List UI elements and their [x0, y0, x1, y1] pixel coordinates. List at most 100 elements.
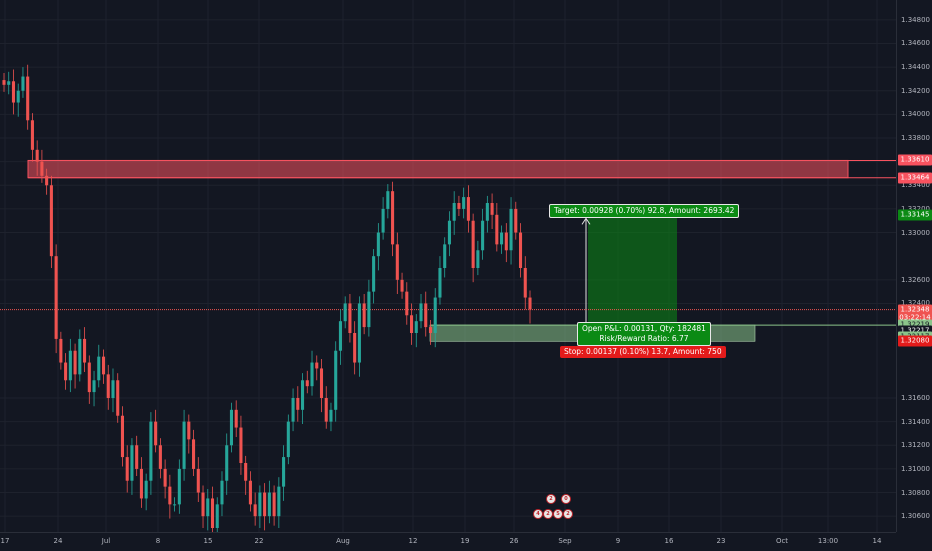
candle-body [125, 457, 129, 481]
candle-body [338, 321, 342, 351]
candle-body [263, 492, 267, 517]
candle-body [244, 463, 248, 481]
candle-body [353, 333, 357, 363]
price-tick-label: 1.30600 [901, 512, 930, 521]
candle-body [433, 297, 437, 333]
risk-reward-text: Risk/Reward Ratio: 6.77 [599, 334, 689, 343]
event-marker[interactable]: 2 [563, 509, 573, 519]
price-label-countdown: 03:22:14 [898, 312, 932, 324]
target-label[interactable]: Target: 0.00928 (0.70%) 92.8, Amount: 26… [549, 204, 740, 218]
price-tick-label: 1.33200 [901, 204, 930, 213]
candle-body [376, 232, 380, 257]
candle-body [87, 362, 91, 393]
price-label-zone: 1.33610 [898, 154, 932, 166]
candle-body [386, 191, 390, 209]
price-label-entry: 1.32219 [898, 319, 932, 331]
price-tick-label: 1.32400 [901, 299, 930, 307]
candle-body [405, 291, 409, 316]
time-tick-label: 17 [0, 537, 10, 545]
candle-body [97, 356, 101, 381]
candle-body [120, 415, 125, 458]
time-tick-label: 12 [408, 537, 418, 545]
candle-body [490, 203, 494, 215]
candle-body [59, 338, 63, 363]
candle-body [428, 327, 433, 333]
time-tick-label: 22 [254, 537, 264, 545]
candle-body [485, 203, 489, 221]
time-axis[interactable]: 17 24 Jul 8 15 22 Aug 12 19 26 Sep 9 16 23 Oct 13:00 14 [0, 532, 896, 551]
candle-body [49, 185, 53, 257]
candle-body [272, 492, 276, 517]
price-tick-label: 1.33400 [901, 181, 930, 190]
candle-body [130, 445, 134, 481]
candle-body [504, 232, 508, 251]
candle-body [523, 268, 527, 298]
price-tick-label: 1.34200 [901, 86, 930, 95]
candle-body [357, 303, 361, 363]
price-tick-label: 1.34400 [901, 63, 930, 72]
candle-body [400, 279, 404, 292]
price-tick-label: 1.33000 [901, 228, 930, 237]
time-tick-label: 19 [460, 537, 470, 545]
price-tick-label: 1.32600 [901, 275, 930, 284]
candle-body [282, 457, 286, 487]
event-marker[interactable]: 4 [533, 509, 543, 519]
candle-body [291, 398, 295, 422]
candle-body [381, 208, 385, 233]
candle-body [45, 175, 49, 186]
candle-body [367, 291, 371, 328]
candle-body [391, 191, 395, 245]
open-pl-text: Open P&L: 0.00131, Qty: 182481 [582, 324, 706, 333]
candle-body [182, 421, 186, 469]
candle-body [471, 220, 475, 268]
candle-body [177, 468, 181, 505]
price-tick-label: 1.31600 [901, 394, 930, 402]
candle-body [187, 421, 191, 440]
position-info-label[interactable]: Open P&L: 0.00131, Qty: 182481 Risk/Rewa… [577, 322, 711, 346]
event-marker[interactable]: 2 [543, 509, 553, 519]
price-label-zone: 1.33464 [898, 172, 932, 184]
event-marker[interactable]: 2 [546, 494, 556, 504]
candle-body [518, 232, 523, 268]
candle-body [192, 439, 196, 469]
candle-body [92, 380, 96, 393]
candle-body [234, 409, 238, 428]
price-axis[interactable]: 1.34800 1.34600 1.34400 1.34200 1.34000 1.338… [896, 0, 932, 532]
candle-body [158, 445, 162, 469]
candle-body [419, 303, 423, 322]
candle-body [154, 421, 158, 446]
candle-body [409, 315, 414, 333]
price-label-stop: 1.32080 [898, 335, 932, 347]
candle-body [116, 380, 120, 416]
event-marker[interactable]: 0 [561, 494, 571, 504]
time-tick-label: Aug [336, 537, 350, 545]
price-chart[interactable] [0, 0, 896, 532]
event-marker[interactable]: 5 [553, 509, 563, 519]
time-tick-label: 9 [615, 537, 621, 545]
candle-body [229, 409, 233, 446]
candle-body [26, 76, 30, 121]
candle-body [509, 208, 513, 251]
candle-body [139, 468, 143, 499]
candle-body [35, 149, 39, 162]
stop-label[interactable]: Stop: 0.00137 (0.10%) 13.7, Amount: 750 [560, 346, 726, 358]
candle-body [466, 197, 470, 221]
price-label-entry2: 1.32217 [898, 325, 932, 337]
candle-body [111, 380, 115, 398]
candle-body [101, 356, 106, 375]
time-tick-label: 14 [872, 537, 882, 545]
candle-body [144, 480, 148, 499]
candle-body [11, 81, 16, 103]
candle-body [296, 398, 300, 410]
candle-body [301, 380, 305, 410]
price-tick-label: 1.31000 [901, 464, 930, 473]
price-tick-label: 1.33800 [901, 134, 930, 142]
candle-body [64, 362, 68, 381]
resistance-zone [27, 159, 849, 179]
candle-body [438, 268, 442, 298]
candle-body [286, 421, 290, 458]
candle-body [106, 374, 110, 398]
candle-body [258, 492, 262, 517]
chart-plot-area[interactable]: Target: 0.00928 (0.70%) 92.8, Amount: 26… [0, 0, 896, 532]
